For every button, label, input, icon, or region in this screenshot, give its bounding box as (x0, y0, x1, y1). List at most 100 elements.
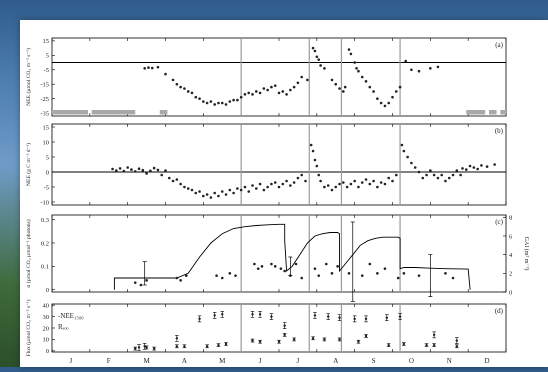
data-point (258, 91, 262, 95)
nee1500-point (283, 324, 286, 327)
y-right-tick-label: 2 (509, 271, 512, 278)
data-point (273, 181, 277, 184)
alpha-point (273, 265, 277, 268)
alpha-point (324, 262, 328, 266)
gap-bar (91, 110, 136, 115)
reco-point (224, 342, 228, 346)
nee1500-point (364, 317, 368, 321)
data-point (368, 85, 372, 89)
data-point (147, 66, 150, 69)
nee1500-point (198, 317, 201, 321)
data-point (236, 187, 239, 190)
data-point (313, 49, 317, 53)
gap-bar (488, 110, 497, 115)
data-point (406, 155, 409, 159)
nee1500-point (455, 339, 459, 342)
data-point (379, 181, 383, 184)
month-label: M (219, 357, 226, 365)
y-tick-label: 0.3 (41, 217, 49, 224)
data-point (122, 169, 126, 173)
data-point (292, 181, 296, 184)
data-point (224, 103, 228, 106)
data-point (243, 93, 247, 96)
data-point (209, 196, 213, 199)
data-point (179, 182, 182, 186)
data-point (436, 176, 440, 180)
data-point (323, 185, 326, 189)
data-point (175, 82, 179, 86)
data-point (311, 149, 315, 153)
data-point (266, 185, 269, 189)
reco-point (251, 339, 254, 342)
data-point (364, 178, 368, 181)
data-point (194, 191, 198, 195)
data-point (202, 194, 205, 198)
panel-label: (c) (495, 218, 503, 226)
month-label: F (107, 357, 111, 365)
y-tick-label: 0.1 (41, 264, 49, 271)
data-point (171, 179, 175, 183)
data-point (345, 185, 349, 189)
data-point (209, 100, 213, 103)
y-right-tick-label: 8 (509, 215, 512, 222)
alpha-point (270, 262, 273, 266)
reco-point (175, 345, 179, 348)
data-point (447, 176, 451, 180)
data-point (372, 179, 375, 183)
panel-3: 0 10 20 30 40 Flux (µmol CO₂ m⁻² s⁻¹) (d) -NEE₁… (25, 299, 507, 357)
alpha-point (347, 272, 351, 275)
data-point (292, 85, 296, 89)
data-point (190, 91, 194, 95)
data-point (186, 90, 190, 93)
data-point (391, 95, 394, 99)
panel-frame (51, 214, 507, 293)
alpha-point (220, 276, 224, 280)
panel-frame (51, 37, 507, 117)
data-point (137, 167, 141, 170)
data-point (364, 80, 368, 83)
nee1500-point (251, 313, 254, 316)
data-point (464, 168, 468, 171)
nee1500-point (175, 337, 179, 340)
reco-point (425, 343, 428, 347)
data-point (315, 164, 319, 168)
data-point (480, 164, 483, 167)
data-point (319, 64, 322, 67)
alpha-point (175, 276, 179, 280)
gap-bar (466, 110, 486, 115)
data-point (266, 88, 269, 92)
data-point (202, 100, 205, 103)
data-point (353, 179, 356, 183)
nee1500-point (137, 346, 141, 349)
reco-point (387, 343, 390, 347)
gap-bar (159, 110, 168, 115)
data-point (239, 95, 243, 99)
data-point (194, 95, 198, 99)
data-point (383, 182, 387, 186)
alpha-point (234, 274, 237, 277)
data-point (205, 101, 209, 105)
alpha-point (313, 267, 317, 270)
y-tick-label: -35 (40, 110, 49, 117)
figure: J F M A M J J A S O N D 15 5 -5 -15 -25 -35 NEE (µmol CO₂… (20, 20, 548, 367)
y-right-tick-label: 4 (509, 252, 513, 259)
reco-point (152, 347, 156, 350)
month-label: S (372, 357, 376, 365)
nee1500-point (326, 315, 330, 318)
y-axis-label: NEE (µmol CO₂ m⁻² s⁻¹) (25, 48, 32, 106)
data-point (372, 90, 375, 93)
reco-point (357, 340, 360, 343)
data-point (398, 85, 402, 89)
nee1500-point (313, 314, 317, 317)
data-point (300, 75, 304, 79)
data-point (143, 67, 146, 70)
data-point (432, 173, 436, 177)
data-point (387, 176, 391, 180)
alpha-point (228, 272, 232, 275)
data-point (313, 158, 317, 162)
figure-plot: J F M A M J J A S O N D 15 5 -5 -15 -25 -35 NEE (µmol CO₂… (25, 37, 530, 365)
data-point (130, 168, 133, 171)
alpha-point (139, 283, 143, 287)
alpha-point (215, 274, 218, 277)
